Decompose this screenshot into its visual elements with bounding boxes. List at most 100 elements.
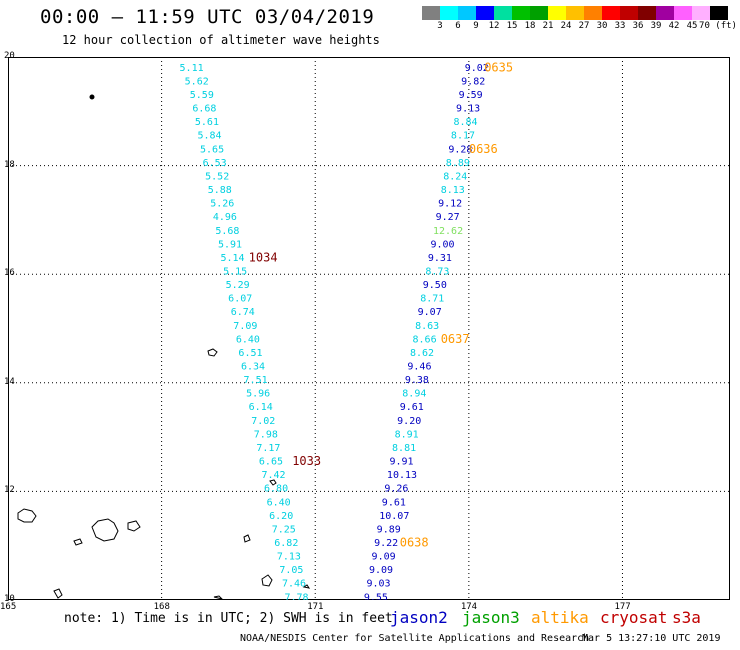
wave-height-value: 7.05 bbox=[279, 565, 303, 576]
y-tick-label: 18 bbox=[4, 159, 15, 170]
colorbar-swatch bbox=[602, 6, 620, 20]
island-10 bbox=[53, 588, 63, 599]
pass-time-label: 0638 bbox=[400, 535, 429, 549]
island-5 bbox=[91, 518, 119, 542]
legend-s3a: s3a bbox=[672, 608, 701, 627]
colorbar-label: 18 bbox=[524, 21, 536, 31]
wave-height-value: 9.12 bbox=[438, 199, 462, 210]
wave-height-value: 6.68 bbox=[192, 104, 216, 115]
wave-height-value: 5.26 bbox=[210, 199, 234, 210]
island-3 bbox=[269, 479, 277, 486]
wave-height-value: 5.91 bbox=[218, 239, 242, 250]
plot-frame bbox=[8, 57, 730, 600]
wave-height-value: 8.63 bbox=[415, 321, 439, 332]
colorbar-label: 3 bbox=[437, 21, 443, 31]
x-tick-label: 165 bbox=[0, 602, 17, 612]
wave-height-value: 7.13 bbox=[277, 552, 301, 563]
y-tick-label: 10 bbox=[4, 594, 15, 604]
wave-height-value: 6.20 bbox=[269, 511, 293, 522]
y-tick-label: 12 bbox=[4, 485, 15, 496]
colorbar-label: 33 bbox=[614, 21, 626, 31]
wave-height-value: 9.09 bbox=[369, 565, 393, 576]
wave-height-value: 6.14 bbox=[249, 402, 273, 413]
colorbar-swatch bbox=[476, 6, 494, 20]
colorbar-swatch bbox=[620, 6, 638, 20]
colorbar-swatch bbox=[512, 6, 530, 20]
island-11 bbox=[213, 595, 224, 600]
legend-cryosat: cryosat bbox=[600, 608, 668, 627]
wave-height-value: 10.07 bbox=[379, 511, 409, 522]
x-tick-label: 168 bbox=[153, 602, 170, 612]
colorbar-label: 39 bbox=[650, 21, 662, 31]
lat-lon-grid bbox=[8, 57, 730, 600]
wave-height-value: 5.65 bbox=[200, 144, 224, 155]
wave-height-value: 6.82 bbox=[274, 538, 298, 549]
wave-height-value: 8.13 bbox=[441, 185, 465, 196]
legend-altika: altika bbox=[531, 608, 589, 627]
wave-height-value: 6.40 bbox=[267, 497, 291, 508]
colorbar-label: 12 bbox=[488, 21, 500, 31]
wave-height-value: 7.02 bbox=[251, 416, 275, 427]
wave-height-value: 6.65 bbox=[259, 457, 283, 468]
wave-height-value: 9.59 bbox=[459, 90, 483, 101]
wave-height-value: 9.02 bbox=[465, 63, 489, 74]
colorbar-swatch bbox=[422, 6, 440, 20]
wave-height-value: 7.78 bbox=[285, 592, 309, 600]
wave-height-value: 5.15 bbox=[223, 266, 247, 277]
island-8 bbox=[243, 534, 251, 543]
wave-height-value: 8.73 bbox=[425, 266, 449, 277]
wave-height-value: 5.96 bbox=[246, 389, 270, 400]
colorbar-label: 21 bbox=[542, 21, 554, 31]
wave-height-value: 5.29 bbox=[226, 280, 250, 291]
wave-height-value: 7.25 bbox=[272, 524, 296, 535]
wave-height-value: 9.61 bbox=[382, 497, 406, 508]
colorbar-swatch bbox=[692, 6, 710, 20]
wave-height-value: 8.17 bbox=[451, 131, 475, 142]
wave-height-value: 5.59 bbox=[190, 90, 214, 101]
colorbar-swatch bbox=[530, 6, 548, 20]
wave-height-value: 6.51 bbox=[238, 348, 262, 359]
colorbar-label: 70 (ft) bbox=[699, 21, 737, 31]
wave-height-value: 9.61 bbox=[400, 402, 424, 413]
wave-height-value: 10.13 bbox=[387, 470, 417, 481]
wave-height-value: 9.26 bbox=[384, 484, 408, 495]
colorbar-label: 27 bbox=[578, 21, 590, 31]
wave-height-colorbar bbox=[422, 6, 728, 20]
island-7 bbox=[73, 538, 83, 546]
wave-height-value: 8.81 bbox=[392, 443, 416, 454]
colorbar-label: 15 bbox=[506, 21, 518, 31]
colorbar-label: 9 bbox=[473, 21, 479, 31]
wave-height-value: 5.68 bbox=[215, 226, 239, 237]
legend-jason3: jason3 bbox=[462, 608, 520, 627]
note-text: note: 1) Time is in UTC; 2) SWH is in fe… bbox=[64, 611, 393, 626]
wave-height-value: 5.84 bbox=[197, 131, 221, 142]
wave-height-value: 9.07 bbox=[418, 307, 442, 318]
wave-height-value: 7.42 bbox=[261, 470, 285, 481]
islands bbox=[17, 94, 311, 600]
wave-height-value: 8.94 bbox=[402, 389, 426, 400]
credit-text: NOAA/NESDIS Center for Satellite Applica… bbox=[240, 633, 590, 644]
wave-height-value: 9.91 bbox=[389, 457, 413, 468]
colorbar-labels: 3 6 9 12 15 18 21 24 27 30 33 36 39 42 45 70 (ft) bbox=[422, 21, 740, 33]
y-tick-label: 20 bbox=[4, 51, 15, 61]
wave-height-value: 8.66 bbox=[413, 334, 437, 345]
wave-height-value: 5.14 bbox=[221, 253, 245, 264]
wave-height-value: 4.96 bbox=[213, 212, 237, 223]
island-4 bbox=[17, 508, 37, 523]
page-title: 00:00 – 11:59 UTC 03/04/2019 bbox=[40, 6, 375, 28]
wave-height-value: 9.20 bbox=[397, 416, 421, 427]
page-subtitle: 12 hour collection of altimeter wave hei… bbox=[62, 33, 380, 47]
colorbar-label: 42 bbox=[668, 21, 680, 31]
wave-height-value: 8.91 bbox=[395, 429, 419, 440]
wave-height-value: 9.50 bbox=[423, 280, 447, 291]
wave-height-value: 5.52 bbox=[205, 171, 229, 182]
island-12 bbox=[302, 584, 311, 589]
wave-height-value: 6.34 bbox=[241, 362, 265, 373]
island-1 bbox=[89, 94, 95, 100]
colorbar-label: 24 bbox=[560, 21, 572, 31]
wave-height-value: 9.09 bbox=[372, 552, 396, 563]
wave-height-value: 5.62 bbox=[185, 76, 209, 87]
pass-time-label: 0637 bbox=[441, 332, 470, 346]
y-tick-label: 14 bbox=[4, 376, 15, 387]
